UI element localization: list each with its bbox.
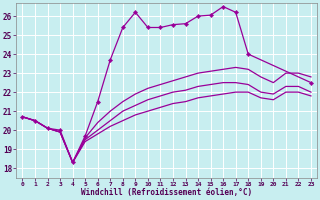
X-axis label: Windchill (Refroidissement éolien,°C): Windchill (Refroidissement éolien,°C) (81, 188, 252, 197)
